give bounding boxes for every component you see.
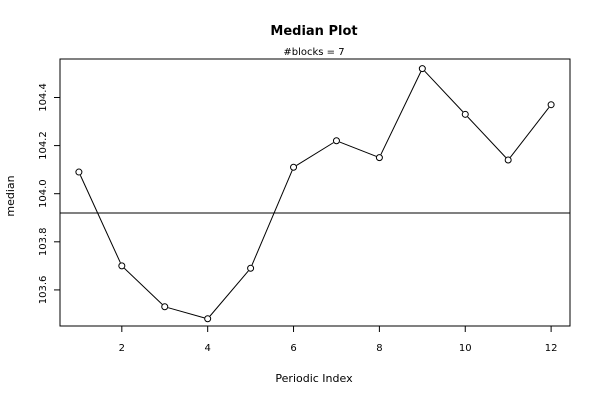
series-segment <box>380 71 422 155</box>
data-point <box>204 315 212 323</box>
series-segment <box>467 116 507 158</box>
y-tick-label: 104.4 <box>38 83 49 112</box>
y-tick-label: 103.6 <box>38 276 49 305</box>
series-segment <box>251 170 293 266</box>
series-segment <box>339 141 377 157</box>
data-point <box>418 65 426 73</box>
x-tick-label: 12 <box>545 343 558 354</box>
series-segment <box>509 107 550 158</box>
x-axis: 2 4 6 8 10 12 <box>119 326 558 354</box>
y-tick-label: 104.2 <box>38 131 49 160</box>
data-point <box>461 110 469 118</box>
y-axis-label: median <box>4 175 17 216</box>
y-tick-label: 104.0 <box>38 179 49 208</box>
data-point <box>504 156 512 164</box>
chart-title: Median Plot <box>270 24 357 39</box>
x-tick-label: 8 <box>376 343 382 354</box>
x-tick-label: 4 <box>204 343 210 354</box>
plot-frame <box>59 58 571 327</box>
x-tick-label: 10 <box>459 343 472 354</box>
data-point <box>247 264 255 272</box>
series-segment <box>296 142 334 166</box>
series-group <box>75 65 555 323</box>
series-segment <box>79 175 121 263</box>
series-segment <box>167 307 205 319</box>
chart-subtitle: #blocks = 7 <box>283 47 344 58</box>
x-tick-label: 2 <box>119 343 125 354</box>
data-point <box>118 262 126 270</box>
series-segment <box>424 70 464 113</box>
data-point <box>547 101 555 109</box>
x-tick-label: 6 <box>290 343 296 354</box>
data-point <box>75 168 83 176</box>
series-segment <box>124 267 163 305</box>
y-tick-label: 103.8 <box>38 227 49 256</box>
x-axis-label: Periodic Index <box>275 372 353 385</box>
data-point <box>290 163 298 171</box>
series-segment <box>209 270 249 317</box>
data-point <box>332 137 340 145</box>
y-axis: 103.6 103.8 104.0 104.2 104.4 <box>38 83 60 304</box>
data-point <box>375 154 383 162</box>
data-point <box>161 303 169 311</box>
